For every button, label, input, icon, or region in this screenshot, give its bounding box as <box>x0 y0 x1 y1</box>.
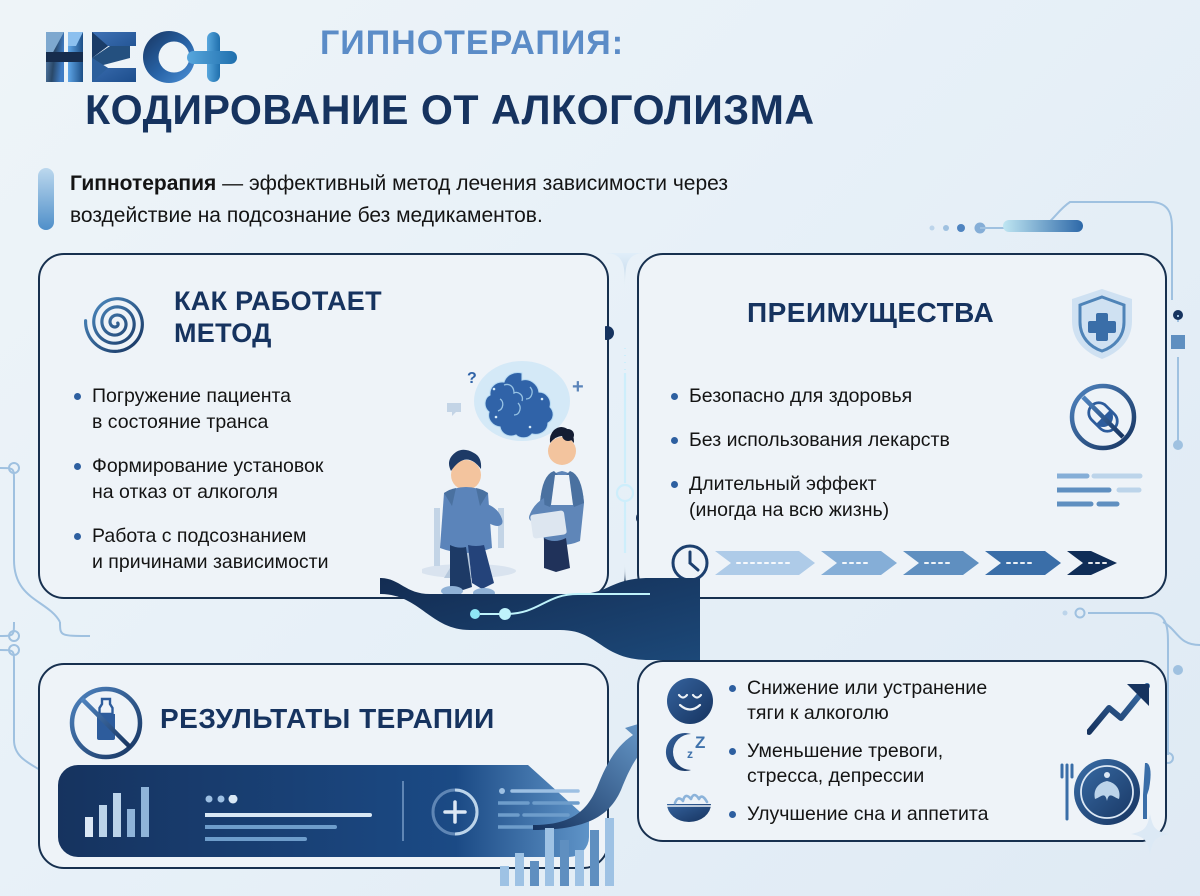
svg-text:Z: Z <box>695 733 705 752</box>
svg-text:z: z <box>687 747 693 761</box>
